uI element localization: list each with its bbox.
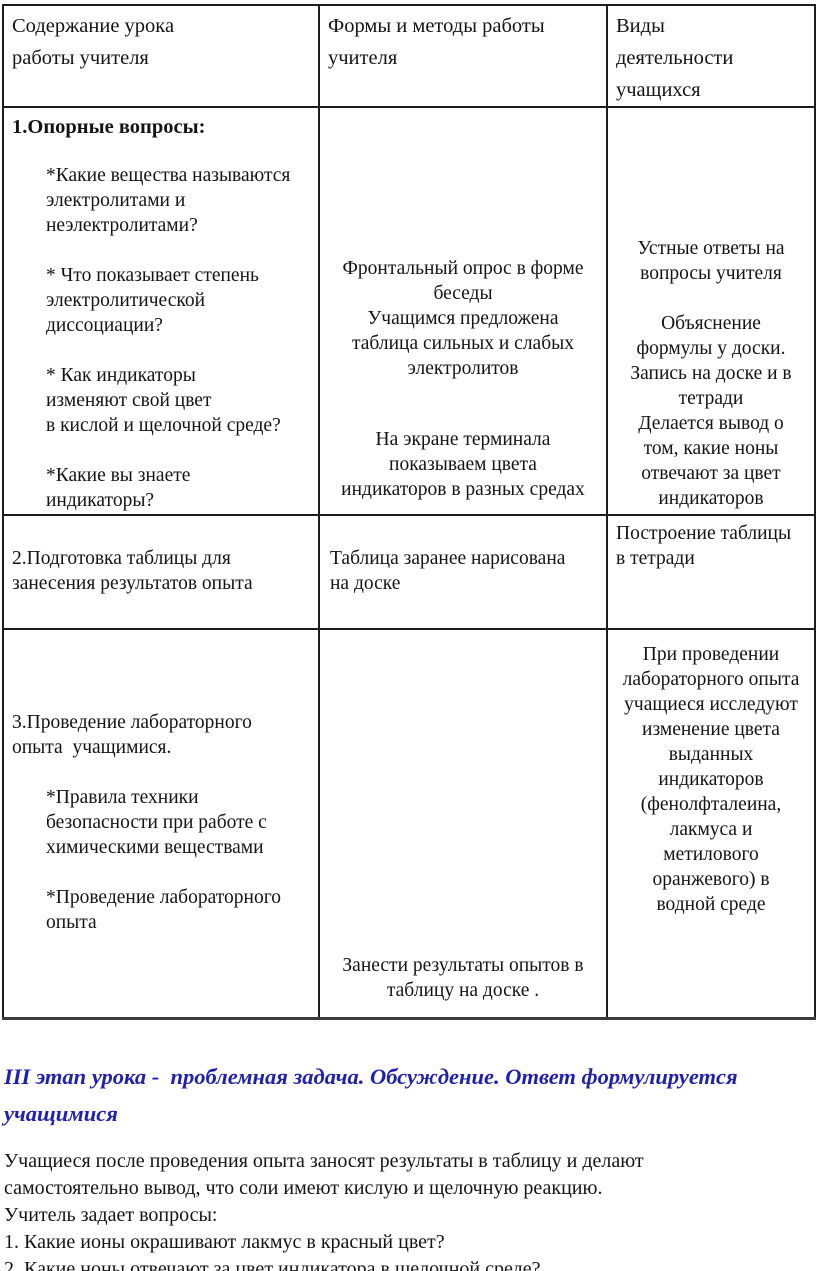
table-row-table-preparation: 2.Подготовка таблицы для занесения резул… [2,514,816,630]
header-teacher-methods-label: Формы и методы работы учителя [328,15,545,69]
cell-methods-row2: Таблица заранее нарисована на доске [318,514,608,630]
conduct-experiment-text: *Проведение лабораторного опыта [46,887,281,933]
stage-heading: III этап урока - проблемная задача. Обсу… [4,1063,738,1126]
cell-activity-row3: При проведении лабораторного опыта учащи… [606,628,816,1020]
header-lesson-content: Содержание урока работы учителя [2,4,320,108]
safety-rules-text: *Правила техники безопасности при работе… [46,787,267,858]
cell-activity-row1: Устные ответы на вопросы учителя Объясне… [606,106,816,516]
notebook-table-text: Построение таблицы в тетради [616,523,792,569]
cell-opening-questions: 1.Опорные вопросы: *Какие вещества назыв… [2,106,320,516]
closing-paragraph: Учащиеся после проведения опыта заносят … [4,1149,644,1271]
table-row-opening-questions: 1.Опорные вопросы: *Какие вещества назыв… [2,106,816,516]
header-lesson-content-label: Содержание урока работы учителя [12,15,175,69]
board-table-text: Таблица заранее нарисована на доске [330,548,566,594]
header-student-activity: Виды деятельности учащихся [606,4,816,108]
cell-lab-experiment: 3.Проведение лабораторного опыта учащими… [2,628,320,1020]
table-row-lab-experiment: 3.Проведение лабораторного опыта учащими… [2,628,816,1020]
oral-answers-text: Устные ответы на вопросы учителя [637,238,785,284]
header-student-activity-label: Виды деятельности учащихся [616,15,734,101]
cell-content-row2: 2.Подготовка таблицы для занесения резул… [2,514,320,630]
question-1: *Какие вещества называются электролитами… [46,165,291,236]
opening-questions-title: 1.Опорные вопросы: [12,116,206,138]
indicator-research-text: При проведении лабораторного опыта учащи… [622,644,800,915]
frontal-survey-text: Фронтальный опрос в форме беседы Учащимс… [342,258,584,379]
lab-experiment-title: 3.Проведение лабораторного опыта учащими… [12,712,252,758]
table-preparation-text: 2.Подготовка таблицы для занесения резул… [12,548,253,594]
table-header-row: Содержание урока работы учителя Формы и … [2,4,816,108]
cell-activity-row2: Построение таблицы в тетради [606,514,816,630]
record-results-text: Занести результаты опытов в таблицу на д… [342,954,584,1001]
question-3: * Как индикаторы изменяют свой цвет в ки… [46,365,281,436]
board-explanation-text: Объяснение формулы у доски. Запись на до… [630,313,792,509]
lesson-plan-table: Содержание урока работы учителя Формы и … [2,4,816,1020]
cell-methods-row1: Фронтальный опрос в форме беседы Учащимс… [318,106,608,516]
question-2: * Что показывает степень электролитическ… [46,265,259,336]
terminal-screen-text: На экране терминала показываем цвета инд… [341,429,585,500]
header-teacher-methods: Формы и методы работы учителя [318,4,608,108]
question-4: *Какие вы знаете индикаторы? [46,465,191,511]
cell-methods-row3: Занести результаты опытов в таблицу на д… [318,628,608,1020]
